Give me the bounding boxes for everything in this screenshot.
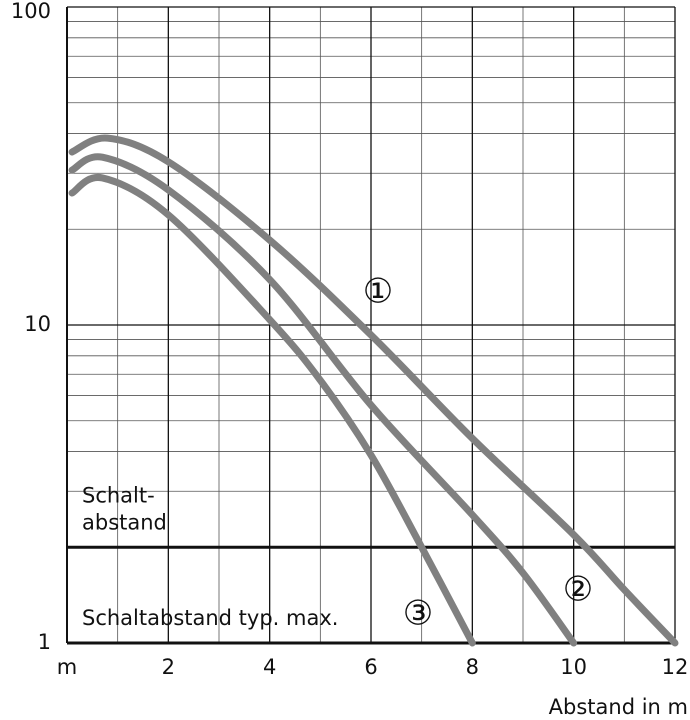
x-tick-label: m — [57, 655, 77, 679]
x-tick-label: 6 — [364, 655, 377, 679]
curve-label: ③ — [403, 594, 433, 634]
curve — [68, 134, 679, 647]
x-tick-label: 4 — [263, 655, 276, 679]
curve — [68, 173, 476, 647]
x-tick-label: 2 — [162, 655, 175, 679]
curve-label: ② — [563, 570, 593, 610]
y-tick-label: 1 — [38, 630, 51, 654]
x-tick-label: 10 — [560, 655, 587, 679]
reference-label: Schalt- — [82, 483, 155, 507]
reference-label: abstand — [82, 510, 167, 534]
x-tick-label: 12 — [662, 655, 689, 679]
curve — [68, 153, 578, 647]
y-tick-label: 100 — [11, 0, 51, 23]
x-tick-label: 8 — [466, 655, 479, 679]
y-tick-label: 10 — [24, 312, 51, 336]
reference-label: Schaltabstand typ. max. — [82, 606, 338, 630]
x-axis-label: Abstand in m — [549, 695, 688, 719]
curve-label: ① — [363, 272, 393, 312]
